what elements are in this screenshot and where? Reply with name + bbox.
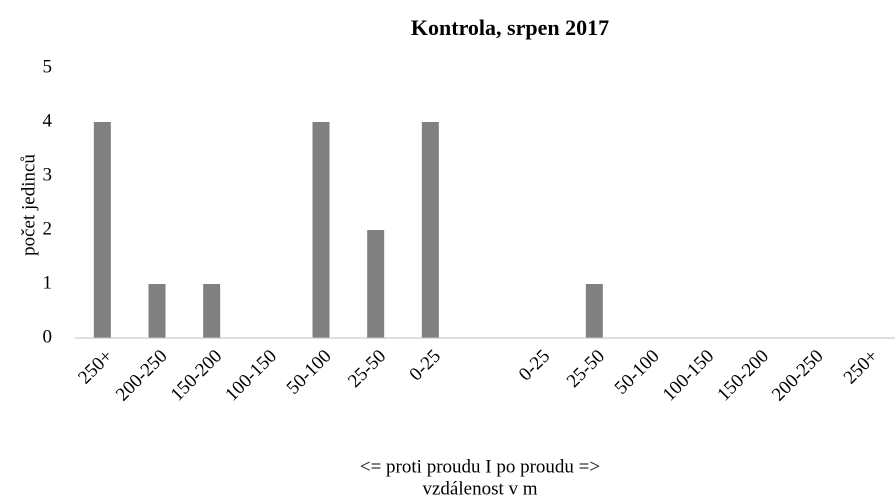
bar: [148, 284, 166, 338]
bar: [312, 122, 330, 338]
chart-title: Kontrola, srpen 2017: [411, 15, 609, 40]
x-tick-label: 50-100: [611, 346, 664, 399]
y-tick-label: 2: [43, 218, 53, 239]
x-tick-label: 100-150: [659, 346, 719, 406]
y-tick-label: 4: [43, 110, 53, 131]
x-axis-label: vzdálenost v m: [422, 478, 537, 499]
y-axis-label: počet jedinců: [18, 154, 39, 256]
y-tick-label: 1: [43, 272, 53, 293]
bar: [93, 122, 111, 338]
x-axis-label: <= proti proudu I po proudu =>: [360, 456, 600, 477]
bar: [421, 122, 439, 338]
x-tick-label: 150-200: [713, 346, 773, 406]
y-tick-label: 0: [43, 326, 53, 347]
x-tick-label: 250+: [840, 346, 883, 389]
x-tick-label: 0-25: [515, 346, 554, 385]
x-tick-label: 250+: [74, 346, 117, 389]
x-tick-label: 0-25: [405, 346, 444, 385]
x-tick-label: 150-200: [167, 346, 227, 406]
x-tick-label: 200-250: [112, 346, 172, 406]
bar: [203, 284, 221, 338]
x-tick-label: 25-50: [563, 346, 609, 392]
x-tick-label: 100-150: [221, 346, 281, 406]
x-tick-label: 50-100: [283, 346, 336, 399]
bar: [367, 230, 385, 338]
bar: [585, 284, 603, 338]
y-tick-label: 5: [43, 56, 53, 77]
x-tick-label: 25-50: [344, 346, 390, 392]
x-tick-label: 200-250: [768, 346, 828, 406]
y-tick-label: 3: [43, 164, 53, 185]
